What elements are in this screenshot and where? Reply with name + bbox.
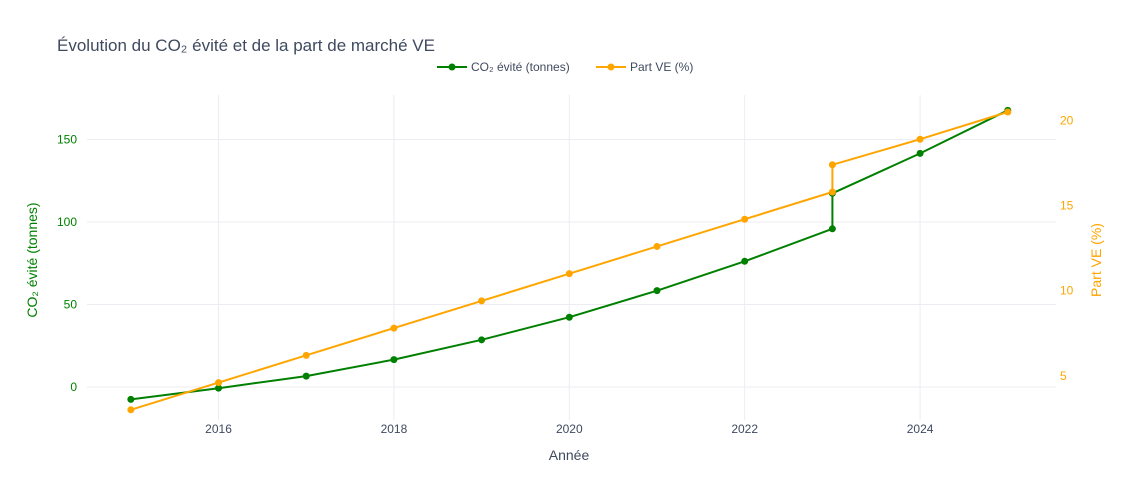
y-gridlines — [87, 139, 1056, 388]
series-points — [127, 106, 1012, 414]
legend-label-co2: CO₂ évité (tonnes) — [471, 60, 570, 74]
data-point-0 — [215, 384, 223, 392]
y-right-tick-label: 10 — [1060, 284, 1074, 298]
data-point-1 — [478, 297, 486, 305]
y-right-tick-label: 5 — [1060, 369, 1067, 383]
data-point-0 — [302, 372, 310, 380]
data-point-1 — [302, 351, 310, 359]
legend-marker-ve — [607, 63, 615, 71]
series-line-1 — [130, 111, 1009, 411]
x-tick-label: 2024 — [907, 422, 934, 436]
y-right-tick-labels: 5 10 15 20 — [1060, 114, 1074, 383]
data-point-1 — [916, 135, 924, 143]
data-point-1 — [828, 161, 836, 169]
data-point-0 — [565, 313, 573, 321]
data-point-1 — [828, 188, 836, 196]
y-left-tick-label: 150 — [57, 133, 77, 147]
series-lines — [130, 109, 1009, 411]
data-point-1 — [565, 270, 573, 278]
x-axis-title: Année — [549, 447, 590, 463]
data-point-1 — [390, 324, 398, 332]
data-point-1 — [1004, 108, 1012, 116]
chart-title: Évolution du CO₂ évité et de la part de … — [57, 36, 435, 55]
legend-label-ve: Part VE (%) — [630, 60, 693, 74]
data-point-0 — [653, 287, 661, 295]
data-point-1 — [741, 215, 749, 223]
data-point-0 — [127, 395, 135, 403]
y-right-tick-label: 20 — [1060, 114, 1074, 128]
legend-marker-co2 — [448, 63, 456, 71]
x-gridlines — [218, 95, 921, 420]
y-right-axis-title: Part VE (%) — [1088, 223, 1104, 297]
x-tick-label: 2020 — [556, 422, 583, 436]
x-tick-labels: 2016 2018 2020 2022 2024 — [205, 422, 934, 436]
data-point-1 — [653, 242, 661, 250]
x-tick-label: 2016 — [205, 422, 232, 436]
x-tick-label: 2018 — [381, 422, 408, 436]
y-left-tick-label: 0 — [70, 380, 77, 394]
x-tick-label: 2022 — [731, 422, 758, 436]
y-left-tick-labels: 0 50 100 150 — [57, 133, 77, 394]
y-left-axis-title: CO₂ évité (tonnes) — [24, 202, 40, 317]
y-right-tick-label: 15 — [1060, 199, 1074, 213]
data-point-0 — [478, 336, 486, 344]
data-point-1 — [215, 379, 223, 387]
y-left-tick-label: 100 — [57, 215, 77, 229]
data-point-0 — [828, 225, 836, 233]
data-point-0 — [916, 149, 924, 157]
legend[interactable]: CO₂ évité (tonnes) Part VE (%) — [437, 60, 693, 74]
data-point-0 — [390, 356, 398, 364]
y-left-tick-label: 50 — [64, 298, 78, 312]
series-line-0 — [130, 109, 1009, 401]
data-point-0 — [741, 257, 749, 265]
data-point-1 — [127, 406, 135, 414]
